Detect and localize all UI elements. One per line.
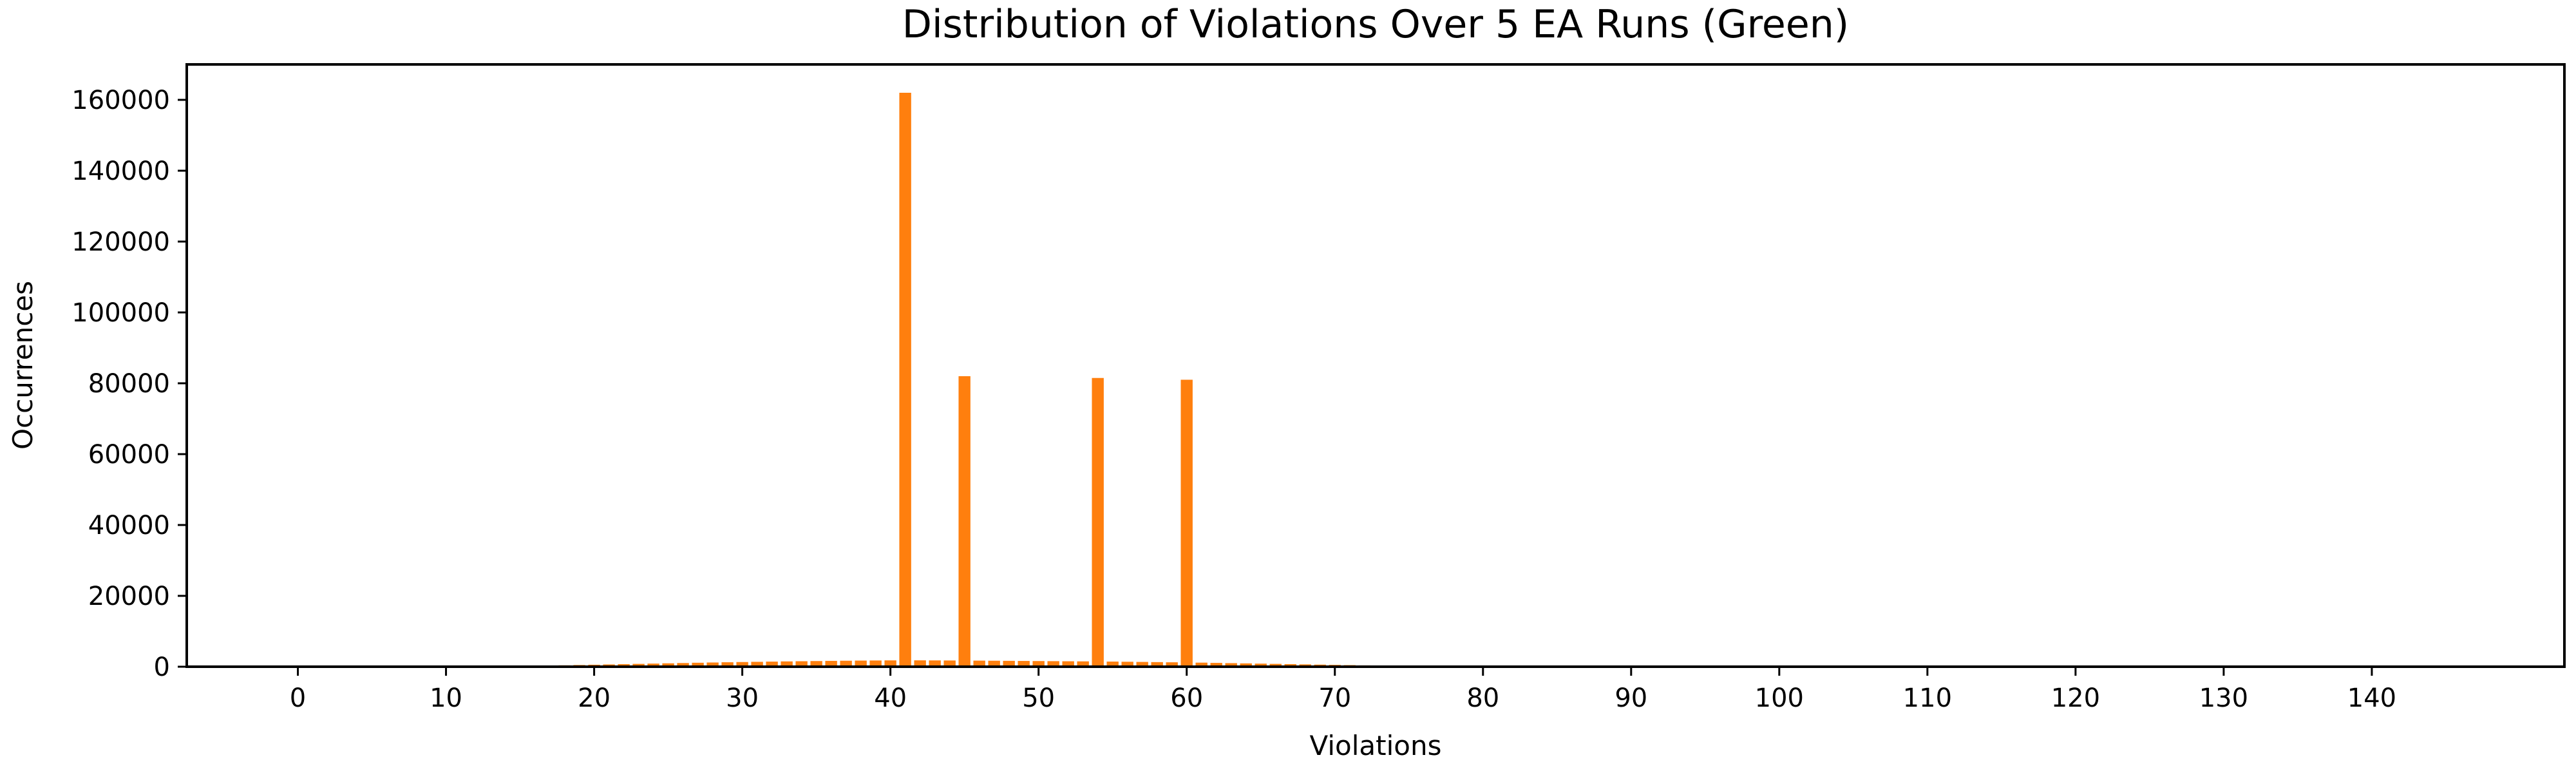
bar-violations-56 xyxy=(1121,662,1133,667)
y-tick-label-40000: 40000 xyxy=(88,511,170,540)
y-tick-label-60000: 60000 xyxy=(88,440,170,470)
x-tick-label-40: 40 xyxy=(874,683,907,713)
bar-violations-35 xyxy=(810,661,822,667)
x-tick-label-0: 0 xyxy=(290,683,306,713)
bar-violations-34 xyxy=(795,661,808,667)
bar-violations-44 xyxy=(943,660,956,667)
y-tick-label-140000: 140000 xyxy=(71,157,170,186)
bar-violations-29 xyxy=(721,662,734,667)
x-axis-ticks: 0 10 20 30 40 50 60 70 80 90 100 110 120 130 140 xyxy=(290,667,2396,713)
bar-violations-54 xyxy=(1092,377,1104,667)
bar-violations-62 xyxy=(1210,663,1222,667)
x-tick-label-140: 140 xyxy=(2347,683,2396,713)
y-tick-label-0: 0 xyxy=(154,653,170,682)
x-tick-label-50: 50 xyxy=(1022,683,1055,713)
bar-violations-59 xyxy=(1166,662,1178,667)
y-tick-label-160000: 160000 xyxy=(71,86,170,115)
bar-violations-65 xyxy=(1255,663,1267,667)
bar-violations-53 xyxy=(1077,661,1089,667)
bar-violations-28 xyxy=(706,662,719,667)
bar-violations-60 xyxy=(1180,379,1193,667)
y-tick-label-100000: 100000 xyxy=(71,298,170,328)
y-axis-label: Occurrences xyxy=(7,281,39,450)
x-tick-label-10: 10 xyxy=(430,683,462,713)
bar-violations-51 xyxy=(1047,661,1059,667)
bar-violations-63 xyxy=(1225,663,1237,667)
x-tick-label-60: 60 xyxy=(1170,683,1203,713)
chart-title: Distribution of Violations Over 5 EA Run… xyxy=(902,2,1849,47)
bar-violations-27 xyxy=(692,662,704,667)
bar-violations-37 xyxy=(840,660,852,667)
x-tick-label-90: 90 xyxy=(1615,683,1647,713)
x-tick-label-80: 80 xyxy=(1466,683,1499,713)
bar-violations-25 xyxy=(662,663,674,667)
bar-violations-24 xyxy=(647,663,659,667)
bar-violations-48 xyxy=(1003,660,1015,667)
bar-violations-39 xyxy=(869,660,882,667)
bar-violations-52 xyxy=(1062,661,1074,667)
bar-violations-57 xyxy=(1136,662,1148,667)
bar-violations-36 xyxy=(825,660,837,667)
x-tick-label-100: 100 xyxy=(1755,683,1804,713)
x-axis-label: Violations xyxy=(1310,730,1442,761)
bar-violations-41 xyxy=(899,93,911,667)
x-tick-label-120: 120 xyxy=(2051,683,2100,713)
bar-violations-46 xyxy=(973,660,985,667)
y-tick-label-20000: 20000 xyxy=(88,582,170,611)
bar-violations-50 xyxy=(1032,661,1045,667)
bar-violations-64 xyxy=(1240,663,1252,667)
bar-violations-49 xyxy=(1018,661,1030,667)
bar-violations-47 xyxy=(988,660,1000,667)
bar-violations-43 xyxy=(929,660,941,667)
bar-violations-26 xyxy=(677,663,689,667)
x-tick-label-70: 70 xyxy=(1318,683,1351,713)
bar-violations-58 xyxy=(1151,662,1163,667)
x-tick-label-130: 130 xyxy=(2199,683,2248,713)
plot-frame xyxy=(185,63,2566,668)
bar-violations-31 xyxy=(751,662,763,667)
bar-violations-38 xyxy=(855,660,867,667)
x-tick-label-110: 110 xyxy=(1903,683,1952,713)
bar-violations-67 xyxy=(1284,663,1296,667)
bar-violations-66 xyxy=(1269,663,1282,667)
y-tick-label-120000: 120000 xyxy=(71,227,170,257)
bar-violations-55 xyxy=(1106,662,1119,667)
bar-violations-32 xyxy=(766,662,778,667)
x-tick-label-20: 20 xyxy=(578,683,611,713)
x-tick-label-30: 30 xyxy=(726,683,759,713)
bar-violations-23 xyxy=(632,663,645,667)
y-axis-ticks: 0 20000 40000 60000 80000 100000 120000 140000 1… xyxy=(71,86,187,682)
bars-group xyxy=(469,93,1489,667)
bar-violations-33 xyxy=(781,661,793,667)
bar-violations-45 xyxy=(958,376,971,667)
bar-violations-30 xyxy=(736,662,748,667)
bar-violations-61 xyxy=(1195,662,1208,667)
bar-violations-40 xyxy=(884,660,896,667)
bar-violations-42 xyxy=(914,660,926,667)
y-tick-label-80000: 80000 xyxy=(88,369,170,399)
